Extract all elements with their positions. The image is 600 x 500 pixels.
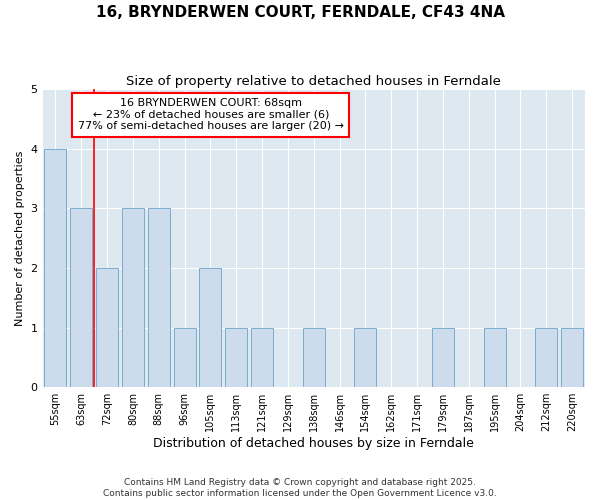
Bar	[561, 328, 583, 387]
Bar	[70, 208, 92, 387]
Bar	[44, 149, 67, 387]
Bar	[535, 328, 557, 387]
Bar	[355, 328, 376, 387]
Bar	[199, 268, 221, 387]
Bar	[484, 328, 506, 387]
Bar	[122, 208, 144, 387]
Bar	[148, 208, 170, 387]
X-axis label: Distribution of detached houses by size in Ferndale: Distribution of detached houses by size …	[154, 437, 474, 450]
Bar	[96, 268, 118, 387]
Text: 16 BRYNDERWEN COURT: 68sqm
← 23% of detached houses are smaller (6)
77% of semi-: 16 BRYNDERWEN COURT: 68sqm ← 23% of deta…	[78, 98, 344, 132]
Title: Size of property relative to detached houses in Ferndale: Size of property relative to detached ho…	[127, 75, 501, 88]
Bar	[225, 328, 247, 387]
Bar	[432, 328, 454, 387]
Bar	[303, 328, 325, 387]
Bar	[173, 328, 196, 387]
Text: Contains HM Land Registry data © Crown copyright and database right 2025.
Contai: Contains HM Land Registry data © Crown c…	[103, 478, 497, 498]
Bar	[251, 328, 273, 387]
Y-axis label: Number of detached properties: Number of detached properties	[15, 150, 25, 326]
Text: 16, BRYNDERWEN COURT, FERNDALE, CF43 4NA: 16, BRYNDERWEN COURT, FERNDALE, CF43 4NA	[95, 5, 505, 20]
